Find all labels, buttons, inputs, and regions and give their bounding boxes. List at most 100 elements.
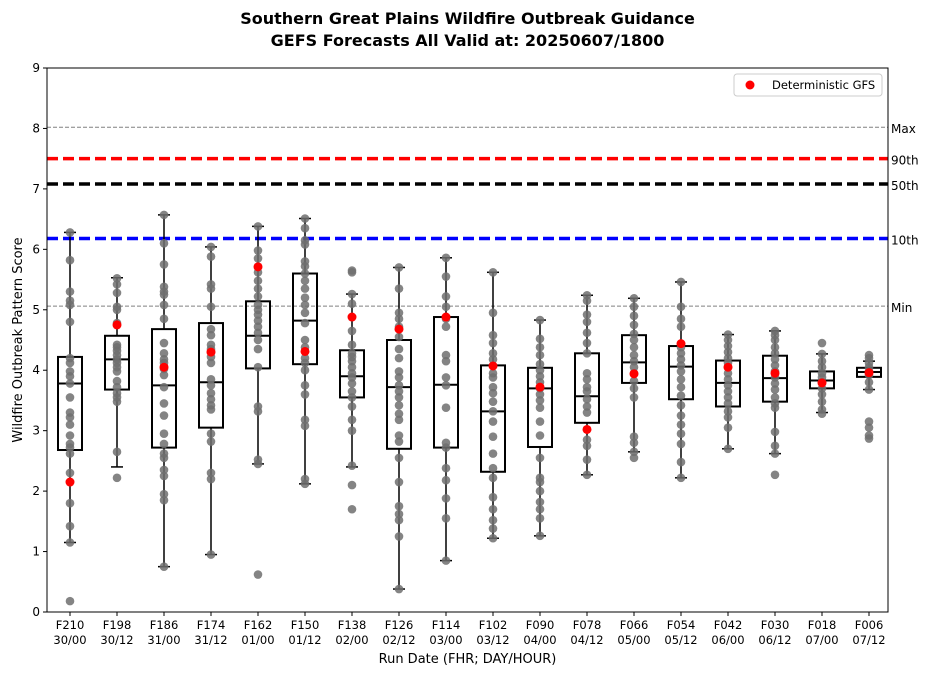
member-point: [676, 400, 686, 410]
member-point: [582, 317, 592, 327]
member-point: [347, 387, 357, 396]
member-point: [488, 338, 498, 348]
member-point: [300, 214, 310, 223]
member-point: [394, 431, 404, 440]
member-point: [864, 423, 874, 432]
member-point: [65, 255, 75, 265]
member-point: [535, 431, 545, 440]
deterministic-point: [206, 347, 216, 357]
member-point: [159, 210, 169, 220]
member-point: [441, 475, 451, 485]
member-point: [253, 292, 263, 301]
x-tick-label-time: 05/00: [617, 633, 650, 647]
member-point: [253, 322, 263, 332]
member-point: [629, 393, 639, 402]
member-point: [770, 449, 780, 458]
member-point: [300, 474, 310, 484]
x-tick-label-fhr: F162: [244, 618, 273, 632]
member-point: [300, 235, 310, 245]
box-plots: [57, 214, 882, 590]
member-point: [535, 453, 545, 463]
member-point: [535, 350, 545, 360]
member-point: [817, 405, 827, 414]
member-point: [770, 342, 780, 352]
member-point: [159, 300, 169, 310]
member-point: [347, 340, 357, 350]
member-point: [65, 353, 75, 363]
member-point: [253, 246, 263, 255]
chart-subtitle: GEFS Forecasts All Valid at: 20250607/18…: [270, 31, 665, 50]
legend: Deterministic GFS: [733, 73, 883, 97]
member-point: [441, 494, 451, 503]
member-point: [159, 338, 169, 348]
iqr-box: [198, 322, 224, 429]
member-point: [723, 387, 733, 396]
x-tick-label-time: 03/00: [429, 633, 462, 647]
member-point: [394, 400, 404, 410]
member-point: [817, 349, 827, 359]
x-tick-label-time: 03/12: [476, 633, 509, 647]
member-point: [394, 415, 404, 425]
chart-title: Southern Great Plains Wildfire Outbreak …: [240, 9, 695, 28]
member-point: [817, 368, 827, 378]
legend-label: Deterministic GFS: [772, 78, 875, 92]
member-point: [300, 308, 310, 318]
member-point: [582, 470, 592, 480]
reference-lines: [47, 126, 888, 307]
member-point: [206, 474, 216, 484]
x-tick-label-fhr: F054: [667, 618, 696, 632]
member-point: [347, 368, 357, 378]
member-point: [65, 379, 75, 388]
member-point: [253, 570, 263, 579]
y-tick-label: 0: [32, 605, 40, 619]
deterministic-points: [65, 262, 874, 487]
member-point: [65, 367, 75, 376]
x-tick-label-time: 02/00: [335, 633, 368, 647]
member-point: [300, 421, 310, 431]
member-point: [441, 302, 451, 312]
member-point: [817, 362, 827, 372]
member-point: [676, 429, 686, 438]
member-point: [65, 449, 75, 458]
member-point: [488, 463, 498, 473]
member-point: [206, 374, 216, 384]
member-point: [441, 514, 451, 523]
member-point: [817, 397, 827, 406]
member-point: [394, 381, 404, 390]
member-point: [864, 431, 874, 440]
member-point: [723, 423, 733, 432]
member-point: [817, 356, 827, 366]
member-point: [535, 403, 545, 412]
deterministic-point: [676, 339, 686, 349]
member-point: [65, 431, 75, 440]
member-point: [676, 367, 686, 376]
member-point: [159, 370, 169, 380]
member-point: [394, 263, 404, 272]
member-point: [253, 276, 263, 286]
member-point: [535, 486, 545, 496]
member-point: [676, 322, 686, 332]
member-point: [488, 449, 498, 458]
member-point: [112, 274, 122, 283]
member-point: [206, 381, 216, 390]
member-point: [394, 308, 404, 318]
member-point: [206, 330, 216, 340]
member-point: [488, 407, 498, 416]
member-point: [582, 338, 592, 348]
x-tick-label-fhr: F186: [150, 618, 179, 632]
x-tick-label-fhr: F198: [103, 618, 132, 632]
member-point: [206, 252, 216, 261]
member-point: [676, 361, 686, 370]
member-point: [65, 287, 75, 296]
member-point: [394, 477, 404, 487]
member-point: [441, 356, 451, 366]
member-point: [441, 556, 451, 565]
x-tick-label-fhr: F042: [714, 618, 743, 632]
member-point: [441, 381, 451, 390]
member-point: [112, 280, 122, 289]
member-point: [488, 492, 498, 502]
member-point: [300, 269, 310, 278]
x-tick-label-time: 01/00: [241, 633, 274, 647]
member-point: [629, 320, 639, 330]
